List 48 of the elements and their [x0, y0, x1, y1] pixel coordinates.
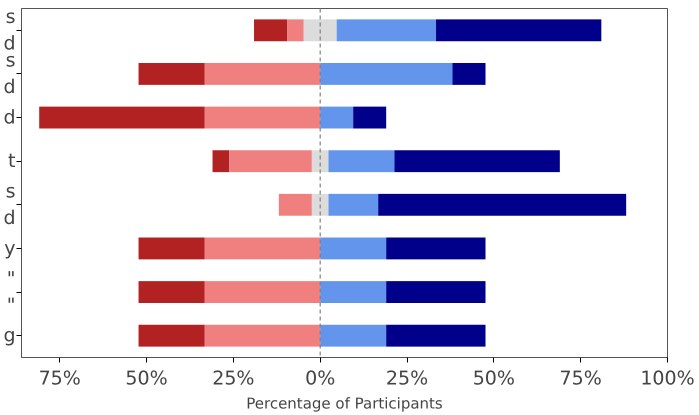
bar: [386, 324, 486, 347]
bar: [304, 19, 337, 42]
y-tick-label: " ": [6, 268, 16, 316]
x-tick-label: 25%: [386, 368, 428, 390]
bar: [353, 106, 386, 128]
x-tick-label: 75%: [560, 368, 602, 390]
bar: [138, 238, 205, 260]
bar: [336, 19, 436, 42]
bar: [320, 324, 386, 347]
bar: [204, 106, 320, 128]
bar: [386, 281, 486, 303]
bar: [138, 324, 205, 347]
x-tick-label: 50%: [472, 368, 515, 390]
bar: [436, 19, 602, 42]
bar: [212, 150, 230, 172]
x-tick-label: 0%: [305, 368, 336, 390]
bar: [328, 194, 378, 216]
bar: [328, 150, 395, 172]
bar: [138, 281, 205, 303]
y-tick-label: d: [3, 106, 16, 129]
bar: [254, 19, 288, 42]
bar: [204, 238, 320, 260]
bar: [229, 150, 312, 172]
bar: [386, 238, 486, 260]
bar: [138, 63, 205, 85]
x-tick-label: 100%: [640, 368, 695, 390]
x-axis-title: Percentage of Participants: [246, 394, 443, 412]
bar: [204, 281, 320, 303]
bar: [204, 63, 320, 85]
bar: [320, 63, 453, 85]
x-tick-label: 50%: [125, 368, 168, 390]
y-tick-label: y: [4, 237, 16, 260]
bar: [378, 194, 626, 216]
bar: [320, 281, 386, 303]
y-tick-label: t: [8, 150, 16, 172]
bar: [312, 194, 329, 216]
bar: [452, 63, 486, 85]
bar: [204, 324, 320, 347]
bar: [287, 19, 304, 42]
bar: [320, 106, 354, 128]
bar: [320, 238, 386, 260]
x-tick-label: 75%: [38, 368, 81, 390]
bar: [312, 150, 329, 172]
bar: [39, 106, 205, 128]
bar: [278, 194, 312, 216]
y-tick-label: g: [3, 324, 16, 347]
x-tick-label: 25%: [212, 368, 254, 390]
bar: [394, 150, 560, 172]
